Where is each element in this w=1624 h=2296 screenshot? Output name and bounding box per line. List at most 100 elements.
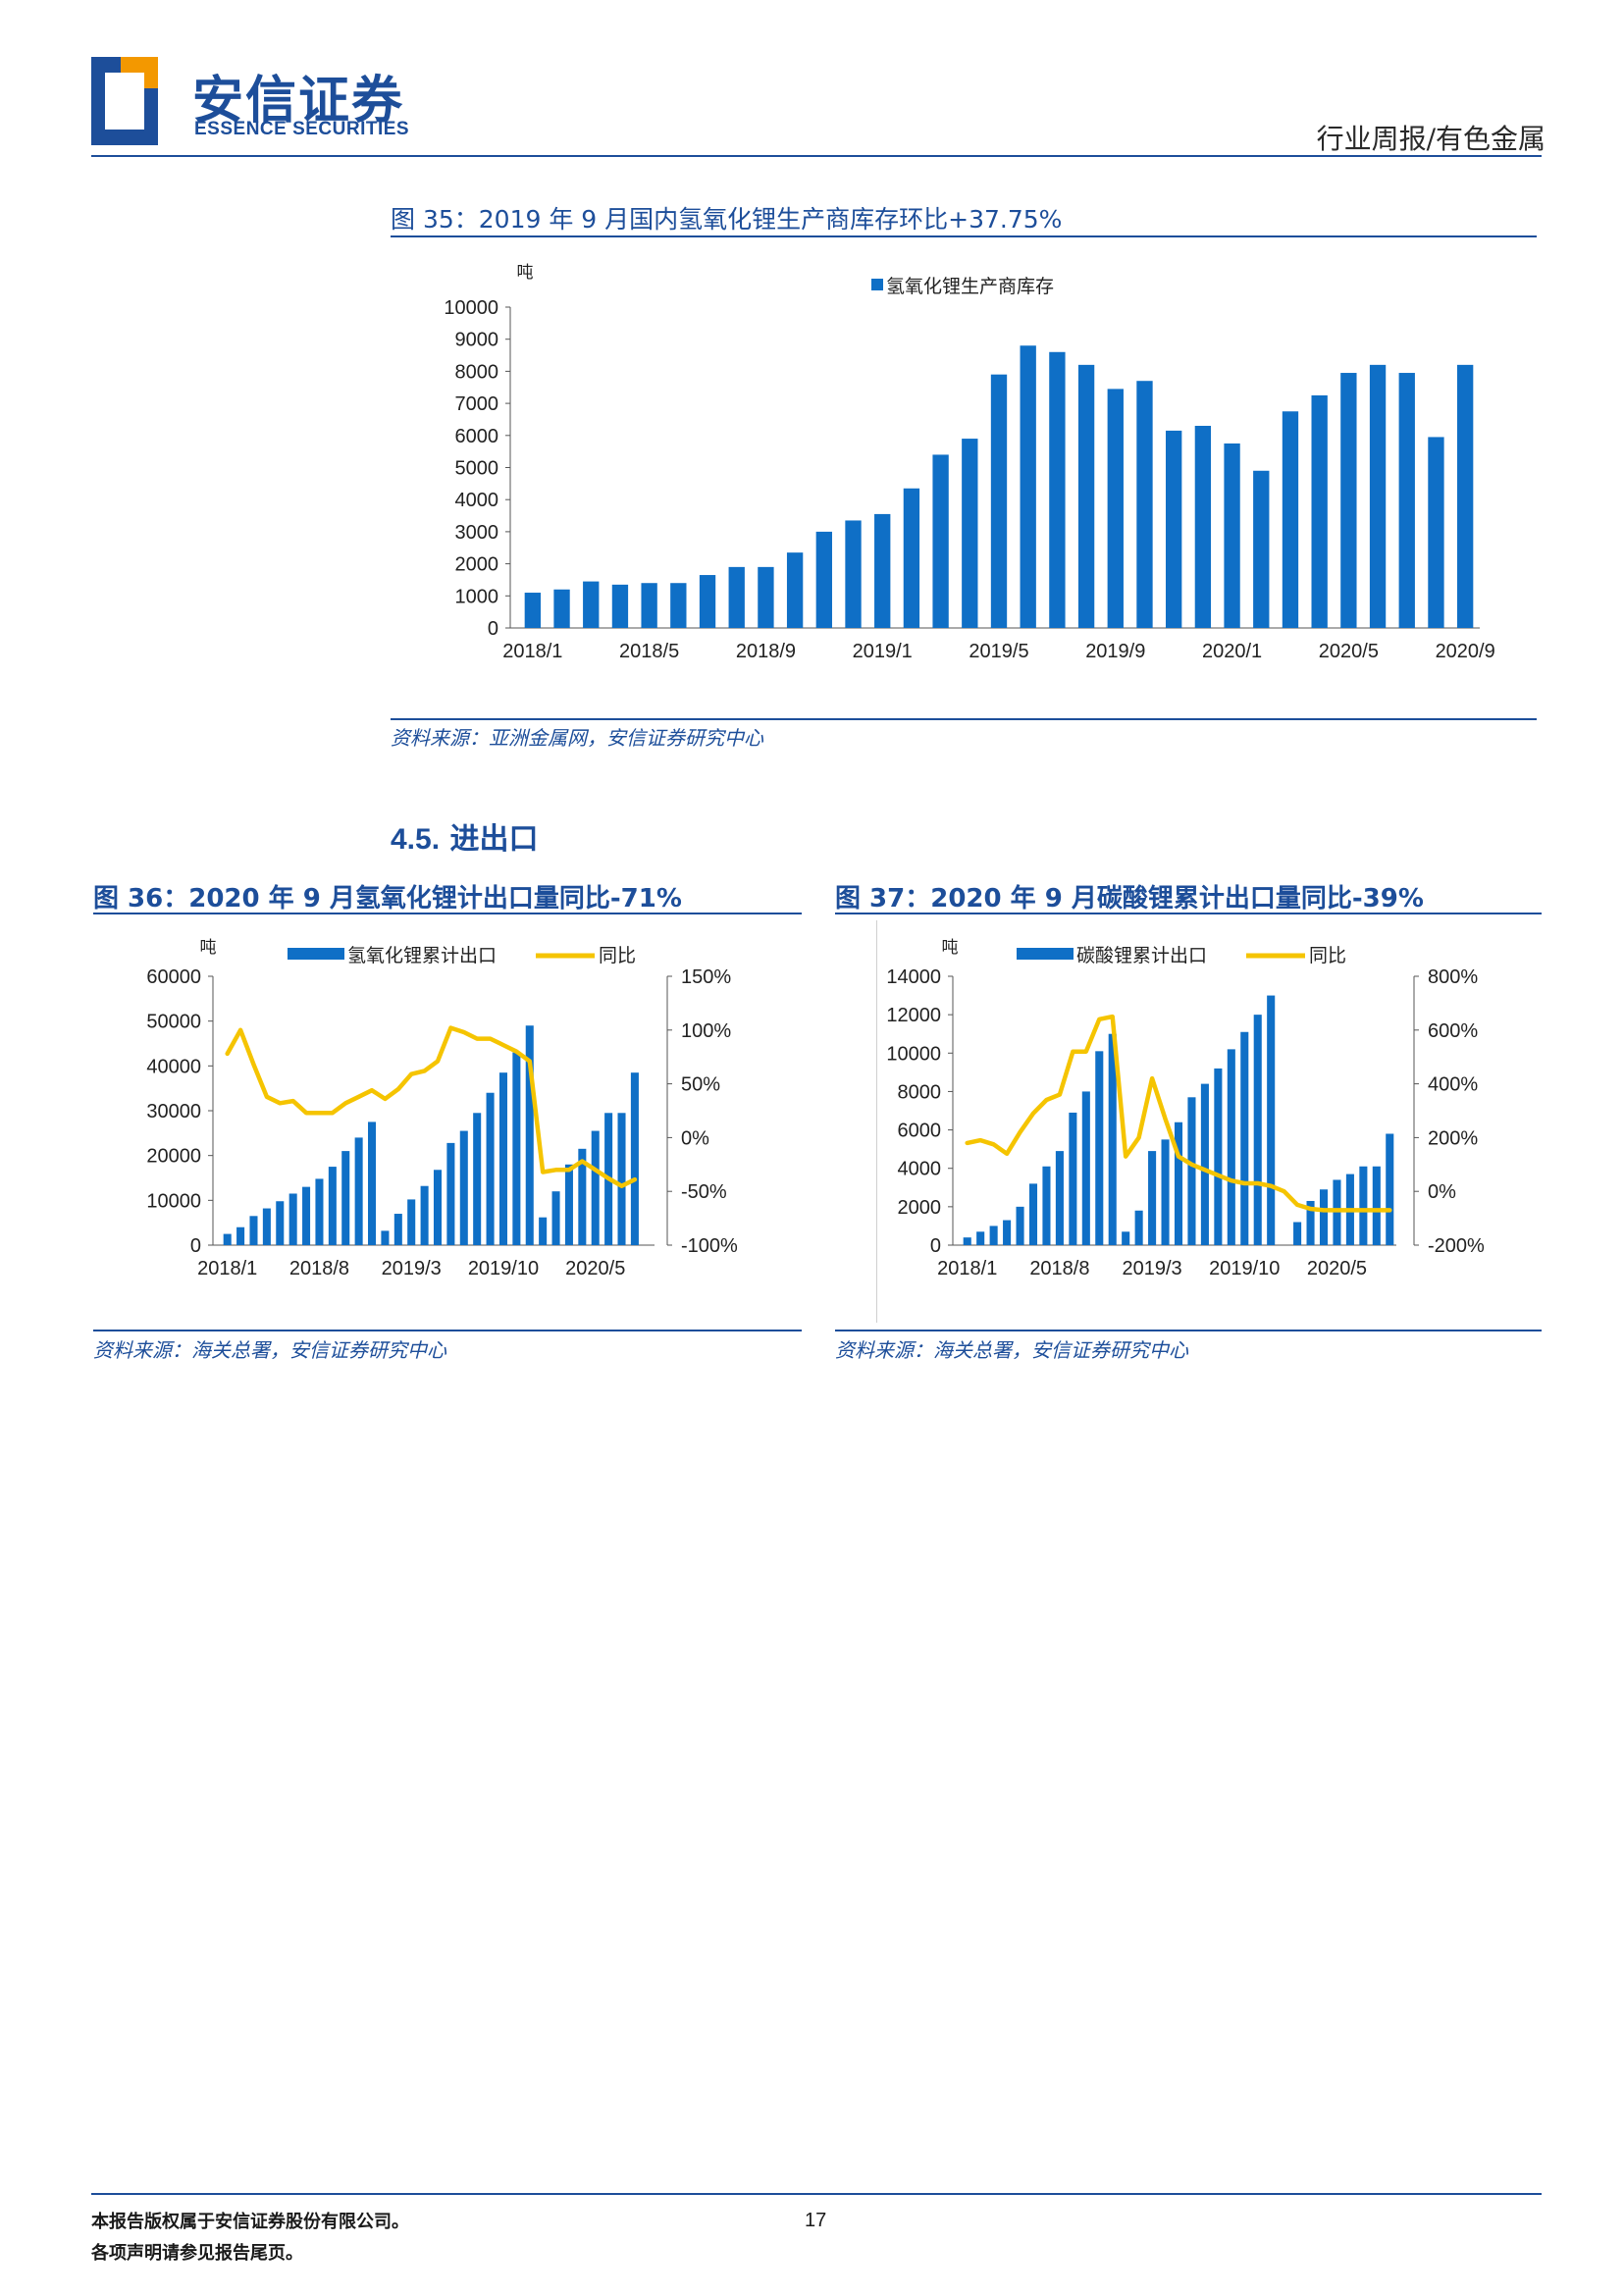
bar-2019-8	[1077, 364, 1095, 628]
bar-2019-4	[1161, 1139, 1170, 1245]
bar-2018-1	[524, 593, 542, 628]
bar-2020-7	[1359, 1166, 1368, 1245]
y-axis-left-tick-label: 10000	[444, 297, 498, 319]
x-axis-tick-label: 2020/9	[1436, 641, 1495, 662]
bar-2018-9	[758, 566, 774, 628]
legend-label: 同比	[1309, 945, 1346, 966]
y-axis-right-tick-label: 400%	[1428, 1074, 1478, 1096]
bar-2018-6	[670, 583, 687, 628]
x-axis-tick-label: 2019/1	[853, 641, 913, 662]
bar-2018-12	[845, 520, 862, 628]
figure-35-source: 资料来源：亚洲金属网，安信证券研究中心	[391, 726, 763, 750]
y-axis-left-tick-label: 6000	[898, 1121, 942, 1142]
y-axis-left-tick-label: 20000	[146, 1146, 201, 1168]
bar-2018-12	[1108, 1033, 1117, 1245]
bar-2020-5	[591, 1130, 600, 1245]
bar-2019-8	[1214, 1068, 1223, 1245]
bar-2019-10	[498, 1072, 507, 1245]
y-axis-left-tick-label: 0	[930, 1235, 941, 1257]
y-axis-left-tick-label: 50000	[146, 1012, 201, 1033]
x-axis-tick-label: 2018/1	[937, 1258, 997, 1279]
bar-2020-1	[539, 1217, 548, 1245]
footer-copyright: 本报告版权属于安信证券股份有限公司。	[91, 2212, 409, 2232]
y-axis-right-tick-label: 600%	[1428, 1020, 1478, 1042]
bar-2019-5	[433, 1170, 443, 1245]
bar-2019-7	[1200, 1083, 1209, 1245]
bar-2018-6	[1028, 1183, 1038, 1245]
figure-37-source: 资料来源：海关总署，安信证券研究中心	[835, 1338, 1188, 1362]
bar-2018-5	[641, 583, 657, 628]
bar-2019-6	[1020, 345, 1036, 628]
y-axis-left-tick-label: 4000	[898, 1159, 942, 1180]
bar-2020-2	[551, 1191, 560, 1245]
x-axis-tick-label: 2019/10	[468, 1258, 539, 1279]
x-axis-tick-label: 2018/9	[736, 641, 796, 662]
bar-2019-10	[1136, 381, 1153, 628]
y-axis-right-tick-label: 100%	[681, 1020, 731, 1042]
report-type: 行业周报/有色金属	[1316, 123, 1545, 155]
bar-2018-7	[699, 575, 716, 628]
x-axis-tick-label: 2020/5	[1307, 1258, 1367, 1279]
bar-2018-10	[341, 1151, 350, 1245]
legend-label: 氢氧化锂生产商库存	[886, 276, 1054, 297]
y-axis-right-tick-label: 150%	[681, 966, 731, 988]
x-axis-tick-label: 2020/5	[565, 1258, 625, 1279]
bar-2019-7	[459, 1130, 468, 1245]
y-axis-left-tick-label: 0	[190, 1235, 201, 1257]
bar-2020-4	[1311, 394, 1328, 628]
yoy-line	[225, 1025, 638, 1188]
bar-2018-3	[249, 1216, 258, 1245]
y-axis-left-tick-label: 3000	[455, 522, 499, 544]
bar-2018-2	[976, 1231, 985, 1245]
bar-2018-1	[963, 1237, 971, 1245]
y-axis-right-tick-label: 200%	[1428, 1127, 1478, 1149]
y-axis-right-tick-label: -200%	[1428, 1235, 1485, 1257]
bar-2020-3	[1282, 411, 1299, 628]
bar-2019-8	[473, 1113, 482, 1245]
y-axis-left-tick-label: 8000	[455, 361, 499, 383]
figure-36-source: 资料来源：海关总署，安信证券研究中心	[93, 1338, 446, 1362]
x-axis-tick-label: 2019/10	[1209, 1258, 1280, 1279]
bar-2018-6	[288, 1193, 297, 1245]
brand-name-cn: 安信证券	[192, 72, 405, 130]
bar-2019-10	[1240, 1031, 1249, 1245]
bar-2018-10	[1081, 1091, 1090, 1245]
bar-2020-2	[1253, 470, 1270, 628]
bar-2019-6	[1187, 1097, 1196, 1245]
y-axis-left-tick-label: 7000	[455, 393, 499, 415]
x-axis-tick-label: 2018/5	[619, 641, 679, 662]
bar-2019-11	[1253, 1015, 1262, 1245]
figure-37-bottom-rule	[835, 1330, 1542, 1331]
y-axis-left-tick-label: 6000	[455, 426, 499, 447]
bar-2020-8	[630, 1072, 639, 1245]
y-axis-unit-label: 吨	[200, 938, 217, 957]
bar-2019-4	[962, 439, 978, 628]
bar-2018-4	[611, 584, 629, 628]
bar-2018-4	[1003, 1220, 1012, 1245]
figure-35-title: 图 35：2019 年 9 月国内氢氧化锂生产商库存环比+37.75%	[391, 205, 1063, 234]
bar-2019-9	[1107, 389, 1124, 628]
figure-37-separator	[876, 920, 877, 1323]
section-title: 进出口	[449, 822, 539, 857]
y-axis-right-tick-label: 50%	[681, 1074, 720, 1096]
figure-35-bottom-rule	[391, 718, 1537, 720]
lithium-carbonate-export-chart: 吨 0 2000 4000 6000 8000 10000 12000 14000 -200% 0%…	[886, 938, 1485, 1279]
y-axis-left-tick-label: 12000	[886, 1005, 941, 1026]
bar-2019-2	[1134, 1210, 1143, 1245]
bar-2018-8	[1055, 1151, 1064, 1245]
bar-2020-3	[564, 1164, 573, 1245]
x-axis-tick-label: 2018/8	[289, 1258, 349, 1279]
bar-2020-8	[1372, 1166, 1381, 1245]
bar-2020-2	[1293, 1222, 1302, 1245]
y-axis-right-tick-label: 0%	[681, 1127, 709, 1149]
legend-bar-swatch	[1017, 948, 1074, 960]
bar-2019-5	[1174, 1122, 1183, 1245]
y-axis-left-tick-label: 5000	[455, 458, 499, 480]
bar-2020-7	[617, 1113, 626, 1245]
y-axis-left-tick-label: 8000	[898, 1081, 942, 1103]
bar-2018-5	[1016, 1206, 1024, 1245]
bar-2020-6	[1369, 364, 1387, 628]
bar-2019-11	[1166, 430, 1182, 628]
yoy-line	[965, 1014, 1392, 1213]
bar-2020-4	[578, 1148, 587, 1245]
